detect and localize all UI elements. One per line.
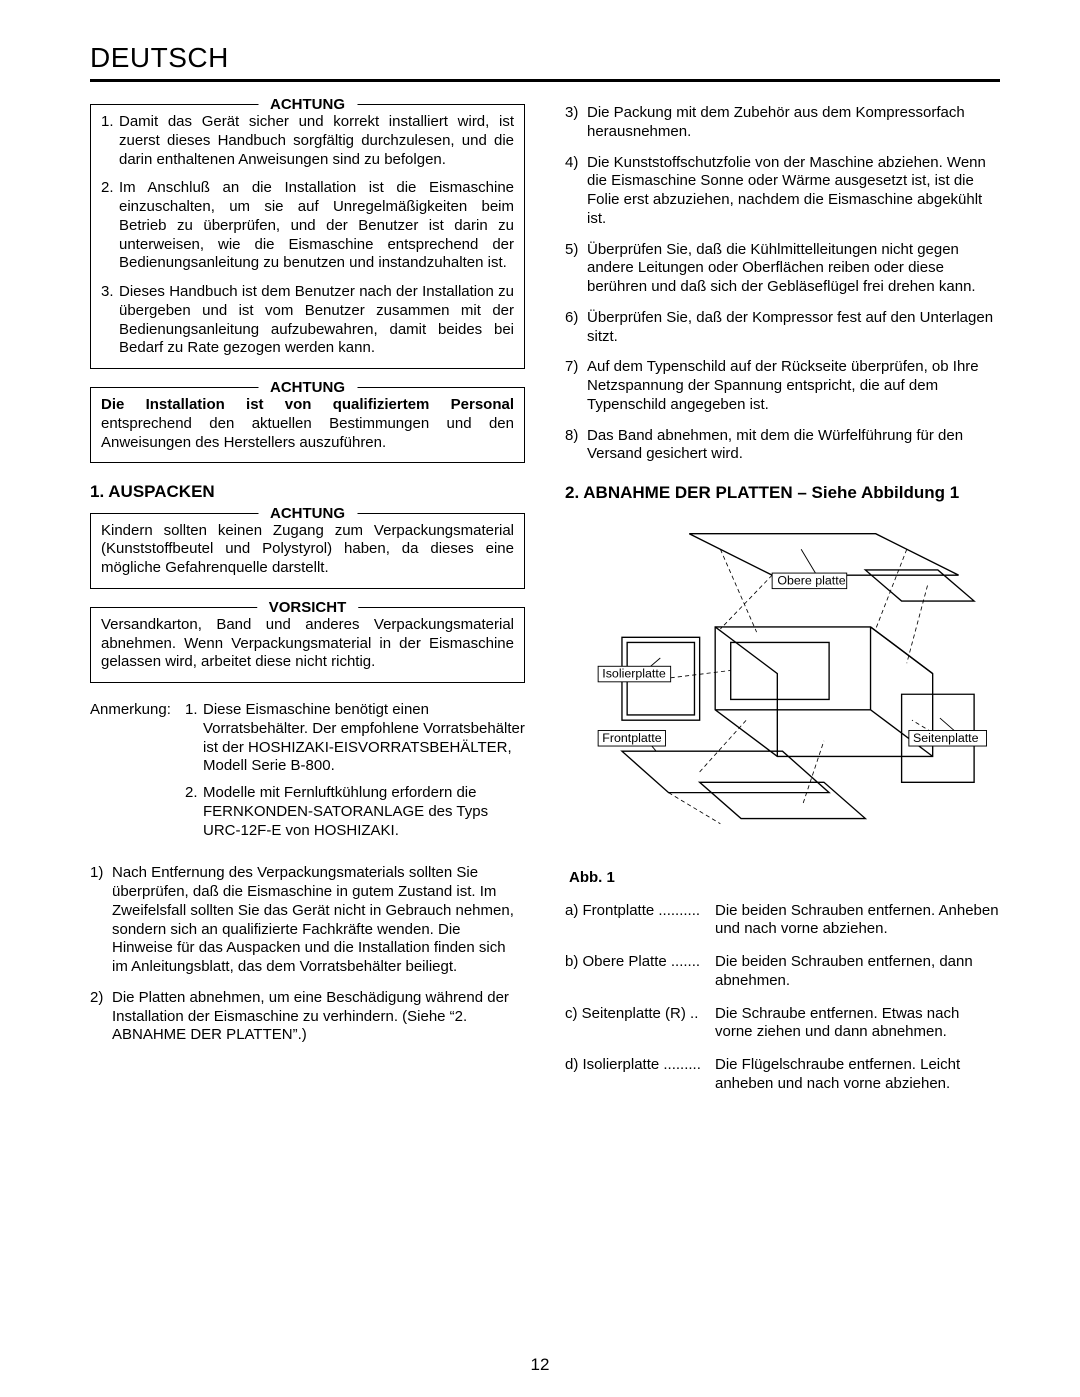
achtung1-item: 2. Im Anschluß an die Installation ist d…: [101, 179, 514, 273]
achtung-box-2: ACHTUNG Die Installation ist von qualifi…: [90, 387, 525, 463]
heading-auspacken: 1. AUSPACKEN: [90, 481, 525, 502]
def-row: a) Frontplatte .......... Die beiden Sch…: [565, 902, 1000, 940]
num: 1): [90, 864, 112, 977]
def-text: Die Schraube entfernen. Etwas nach vorne…: [715, 1005, 1000, 1043]
achtung1-item: 1. Damit das Gerät sicher und korrekt in…: [101, 113, 514, 169]
text: Im Anschluß an die Installation ist die …: [119, 179, 514, 273]
text: Diese Eismaschine benötigt einen Vorrats…: [203, 701, 525, 776]
steps-1-2: 1) Nach Entfernung des Verpackungsmateri…: [90, 864, 525, 1045]
vorsicht-box-title: VORSICHT: [257, 599, 359, 618]
page-number: 12: [531, 1354, 550, 1375]
num: 3.: [101, 283, 119, 358]
achtung3-text: Kindern sollten keinen Zugang zum Verpac…: [101, 522, 514, 578]
text: Damit das Gerät sicher und korrekt insta…: [119, 113, 514, 169]
diagram-svg: Obere platte Isolierplatte Frontplatte S…: [565, 513, 1000, 855]
text: Die Packung mit dem Zubehör aus dem Komp…: [587, 104, 1000, 142]
label-isolier: Isolierplatte: [602, 667, 666, 681]
anmerkung: Anmerkung: 1. Diese Eismaschine benötigt…: [90, 701, 525, 848]
text: Überprüfen Sie, daß der Kompressor fest …: [587, 309, 1000, 347]
vorsicht-box: VORSICHT Versandkarton, Band und anderes…: [90, 607, 525, 683]
num: 4): [565, 154, 587, 229]
achtung-box-1-title: ACHTUNG: [258, 96, 357, 115]
panel-definitions: a) Frontplatte .......... Die beiden Sch…: [565, 902, 1000, 1094]
text: Modelle mit Fernluftkühlung erfordern di…: [203, 784, 525, 840]
num: 8): [565, 427, 587, 465]
anmerkung-label: Anmerkung:: [90, 701, 185, 848]
text: Dieses Handbuch ist dem Benutzer nach de…: [119, 283, 514, 358]
step-item: 1) Nach Entfernung des Verpackungsmateri…: [90, 864, 525, 977]
step-item: 3)Die Packung mit dem Zubehör aus dem Ko…: [565, 104, 1000, 142]
num: 5): [565, 241, 587, 297]
num: 3): [565, 104, 587, 142]
achtung-box-1: ACHTUNG 1. Damit das Gerät sicher und ko…: [90, 104, 525, 369]
def-label: c) Seitenplatte (R) ..: [565, 1005, 715, 1043]
achtung2-rest: entsprechend den aktuellen Bestimmungen …: [101, 415, 514, 451]
achtung-box-3: ACHTUNG Kindern sollten keinen Zugang zu…: [90, 513, 525, 589]
def-row: d) Isolierplatte ......... Die Flügelsch…: [565, 1056, 1000, 1094]
anmerkung-item: 1. Diese Eismaschine benötigt einen Vorr…: [185, 701, 525, 776]
steps-3-8: 3)Die Packung mit dem Zubehör aus dem Ko…: [565, 104, 1000, 464]
achtung2-bold: Die Installation ist von qualifiziertem …: [101, 396, 514, 413]
left-column: ACHTUNG 1. Damit das Gerät sicher und ko…: [90, 104, 525, 1108]
achtung-box-2-title: ACHTUNG: [258, 379, 357, 398]
text: Auf dem Typenschild auf der Rückseite üb…: [587, 358, 1000, 414]
num: 1.: [185, 701, 203, 776]
def-label: a) Frontplatte ..........: [565, 902, 715, 940]
text: Die Kunststoffschutzfolie von der Maschi…: [587, 154, 1000, 229]
label-front: Frontplatte: [602, 731, 661, 745]
exploded-diagram: Obere platte Isolierplatte Frontplatte S…: [565, 513, 1000, 861]
right-column: 3)Die Packung mit dem Zubehör aus dem Ko…: [565, 104, 1000, 1108]
num: 1.: [101, 113, 119, 169]
def-text: Die beiden Schrauben entfernen. Anheben …: [715, 902, 1000, 940]
language-header: DEUTSCH: [90, 40, 1000, 82]
step-item: 7)Auf dem Typenschild auf der Rückseite …: [565, 358, 1000, 414]
def-label: b) Obere Platte .......: [565, 953, 715, 991]
num: 2.: [101, 179, 119, 273]
anmerkung-item: 2. Modelle mit Fernluftkühlung erfordern…: [185, 784, 525, 840]
figure-caption: Abb. 1: [569, 869, 1000, 888]
step-item: 4)Die Kunststoffschutzfolie von der Masc…: [565, 154, 1000, 229]
vorsicht-text: Versandkarton, Band und anderes Verpacku…: [101, 616, 514, 672]
anmerkung-items: 1. Diese Eismaschine benötigt einen Vorr…: [185, 701, 525, 848]
def-label: d) Isolierplatte .........: [565, 1056, 715, 1094]
step-item: 8)Das Band abnehmen, mit dem die Würfelf…: [565, 427, 1000, 465]
heading-abnahme: 2. ABNAHME DER PLATTEN – Siehe Abbildung…: [565, 482, 1000, 503]
num: 6): [565, 309, 587, 347]
text: Nach Entfernung des Verpackungsmaterials…: [112, 864, 525, 977]
step-item: 5)Überprüfen Sie, daß die Kühlmittelleit…: [565, 241, 1000, 297]
label-obere: Obere platte: [777, 574, 845, 588]
def-row: b) Obere Platte ....... Die beiden Schra…: [565, 953, 1000, 991]
step-item: 6)Überprüfen Sie, daß der Kompressor fes…: [565, 309, 1000, 347]
text: Überprüfen Sie, daß die Kühlmittelleitun…: [587, 241, 1000, 297]
num: 7): [565, 358, 587, 414]
content-columns: ACHTUNG 1. Damit das Gerät sicher und ko…: [90, 104, 1000, 1108]
text: Die Platten abnehmen, um eine Beschädigu…: [112, 989, 525, 1045]
def-row: c) Seitenplatte (R) .. Die Schraube entf…: [565, 1005, 1000, 1043]
achtung1-item: 3. Dieses Handbuch ist dem Benutzer nach…: [101, 283, 514, 358]
achtung2-text: Die Installation ist von qualifiziertem …: [101, 396, 514, 452]
achtung-box-3-title: ACHTUNG: [258, 505, 357, 524]
step-item: 2) Die Platten abnehmen, um eine Beschäd…: [90, 989, 525, 1045]
def-text: Die beiden Schrauben entfernen, dann abn…: [715, 953, 1000, 991]
label-seiten: Seitenplatte: [913, 731, 979, 745]
num: 2.: [185, 784, 203, 840]
text: Das Band abnehmen, mit dem die Würfelfüh…: [587, 427, 1000, 465]
def-text: Die Flügelschraube entfernen. Leicht anh…: [715, 1056, 1000, 1094]
num: 2): [90, 989, 112, 1045]
